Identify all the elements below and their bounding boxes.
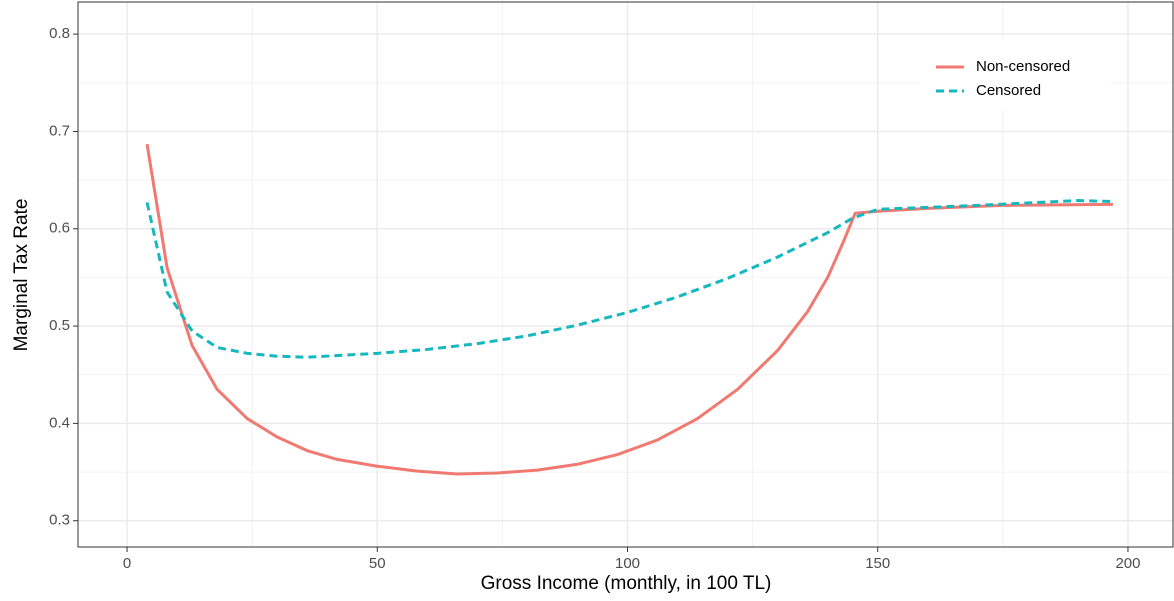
y-tick-label: 0.6	[49, 220, 70, 237]
legend-label: Non-censored	[976, 58, 1070, 75]
x-tick-label: 200	[1115, 555, 1140, 572]
x-axis-title: Gross Income (monthly, in 100 TL)	[481, 573, 772, 594]
y-tick-label: 0.7	[49, 122, 70, 139]
y-tick-label: 0.3	[49, 512, 70, 529]
y-tick-label: 0.4	[49, 414, 70, 431]
legend-box	[920, 40, 1110, 110]
y-tick-label: 0.5	[49, 317, 70, 334]
y-axis-title: Marginal Tax Rate	[11, 199, 32, 352]
x-tick-label: 150	[865, 555, 890, 572]
x-tick-label: 0	[123, 555, 131, 572]
x-tick-label: 50	[369, 555, 386, 572]
x-tick-label: 100	[615, 555, 640, 572]
plot-border	[77, 1, 1174, 548]
y-tick-label: 0.8	[49, 25, 70, 42]
line-series	[145, 199, 1113, 359]
line-series	[145, 143, 1113, 476]
legend-label: Censored	[976, 82, 1041, 99]
